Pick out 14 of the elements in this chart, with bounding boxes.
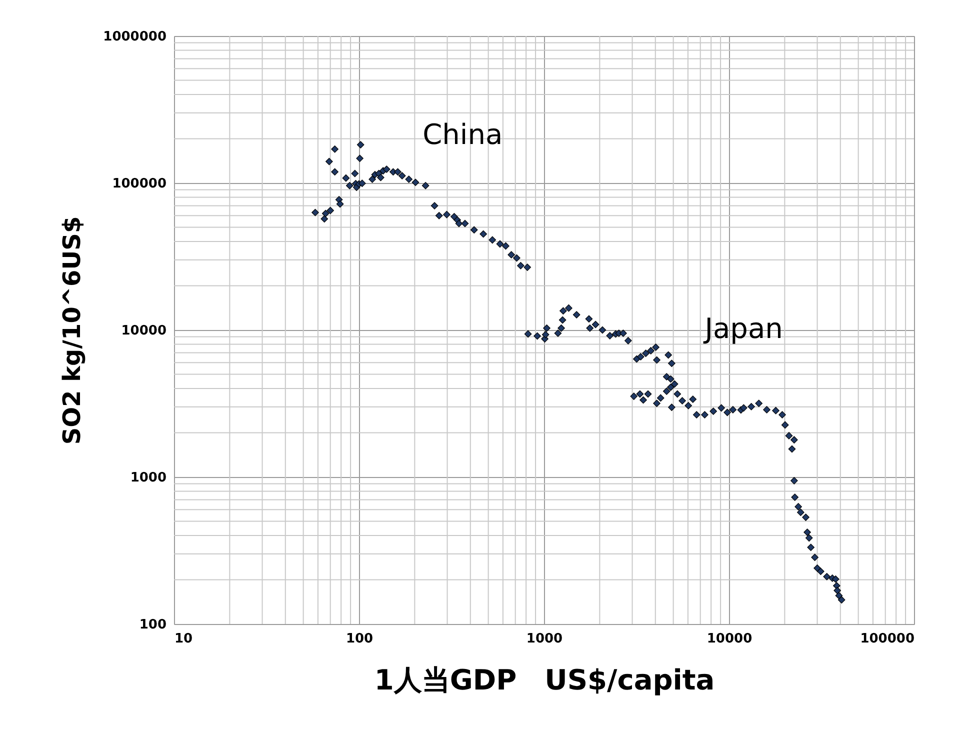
x-tick-label: 1000 [526, 632, 563, 646]
y-tick-label: 1000000 [103, 30, 166, 44]
y-tick-label: 100 [139, 618, 166, 632]
annotation: China [422, 118, 503, 151]
annotation: Japan [702, 312, 783, 345]
x-tick-label: 10 [174, 632, 193, 646]
y-axis-title: SO2 kg/10^6US$ [58, 216, 86, 445]
x-axis-title: 1人当GDP US$/capita [374, 664, 715, 696]
x-tick-label: 100000 [860, 632, 914, 646]
x-tick-label: 100 [346, 632, 374, 646]
x-tick-label: 10000 [706, 632, 752, 646]
y-tick-label: 10000 [121, 324, 166, 338]
y-tick-label: 100000 [112, 176, 166, 192]
y-tick-label: 1000 [130, 470, 166, 486]
